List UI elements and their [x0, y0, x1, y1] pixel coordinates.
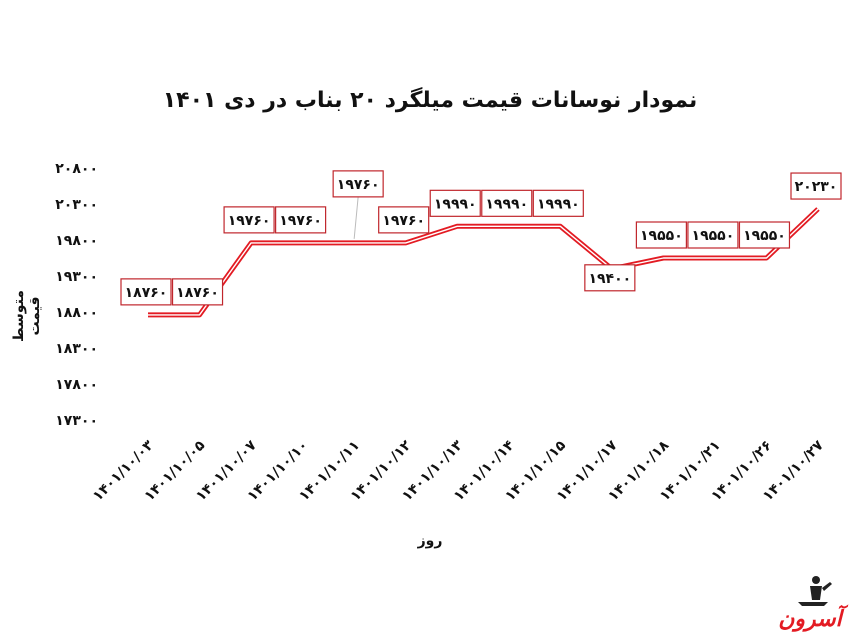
data-label-box — [790, 172, 842, 200]
y-tick-label: ۱۷۸۰۰ — [55, 377, 98, 393]
data-label-box — [635, 221, 687, 249]
data-label: ۱۹۹۹۰ — [485, 196, 528, 212]
data-label: ۱۹۷۶۰ — [279, 213, 322, 229]
y-tick-label: ۱۹۸۰۰ — [55, 233, 98, 249]
data-label: ۲۰۲۳۰ — [795, 179, 838, 195]
data-label-leader — [353, 196, 359, 239]
data-label: ۱۹۷۶۰ — [228, 213, 271, 229]
data-label-box — [171, 278, 224, 306]
data-label: ۱۹۴۰۰ — [588, 271, 631, 287]
y-tick-label: ۱۹۳۰۰ — [55, 269, 98, 285]
asroon-logo: آسرون — [772, 572, 848, 632]
blacksmith-icon — [798, 576, 832, 606]
y-tick-label: ۲۰۸۰۰ — [55, 161, 98, 177]
data-label-box — [223, 206, 275, 234]
data-label-box — [332, 170, 384, 198]
y-tick-label: ۱۷۳۰۰ — [55, 413, 98, 429]
data-label-box — [120, 278, 172, 306]
x-axis-label: روز — [417, 533, 443, 549]
y-tick-label: ۱۸۸۰۰ — [55, 305, 98, 321]
data-label: ۱۹۷۶۰ — [337, 177, 380, 193]
logo-wordmark: آسرون — [778, 607, 842, 632]
chart-title: نمودار نوسانات قیمت میلگرد ۲۰ بناب در دی… — [162, 88, 698, 113]
data-label: ۱۹۹۹۰ — [537, 196, 580, 212]
y-tick-label: ۲۰۳۰۰ — [55, 197, 98, 213]
data-label: ۱۹۵۵۰ — [640, 228, 683, 244]
data-label: ۱۸۷۶۰ — [125, 285, 168, 301]
y-tick-label: ۱۸۳۰۰ — [55, 341, 98, 357]
data-label: ۱۹۷۶۰ — [382, 213, 425, 229]
data-label-box — [481, 189, 533, 217]
data-label-box — [378, 206, 430, 234]
data-label-box — [429, 189, 481, 217]
data-label: ۱۹۵۵۰ — [743, 228, 786, 244]
data-label: ۱۹۵۵۰ — [692, 228, 735, 244]
data-label-box — [687, 221, 739, 249]
data-label-box — [584, 264, 636, 292]
series-line-highlight — [148, 208, 819, 316]
data-label-box — [275, 206, 327, 234]
data-label: ۱۹۹۹۰ — [434, 196, 477, 212]
data-label-box — [532, 189, 584, 217]
data-label: ۱۸۷۶۰ — [176, 285, 219, 301]
data-label-box — [738, 221, 791, 249]
